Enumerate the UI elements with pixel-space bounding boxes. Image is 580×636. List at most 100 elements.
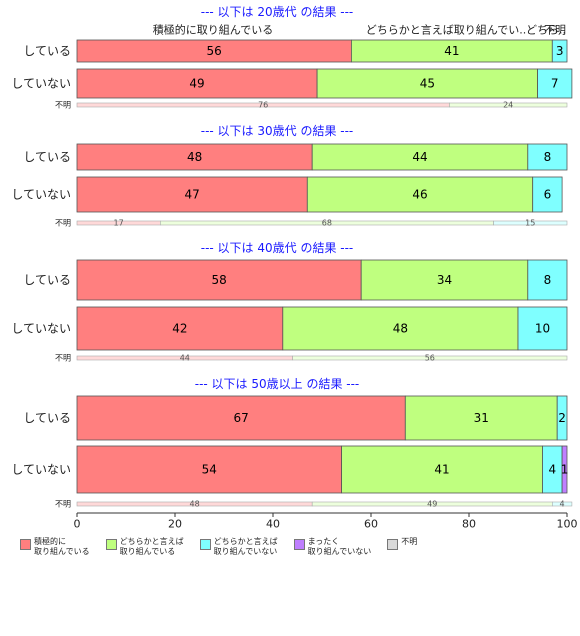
data-label: 54 xyxy=(202,463,217,477)
data-label: 48 xyxy=(187,150,202,164)
data-label: 41 xyxy=(444,44,459,58)
data-label: 10 xyxy=(535,322,550,336)
bar-segment xyxy=(537,68,573,99)
data-label: 56 xyxy=(207,44,222,58)
data-label: 34 xyxy=(437,273,452,287)
group-title: --- 以下は 30歳代 の結果 --- xyxy=(201,124,354,138)
column-header-label: どちらかと言えば取り組んでい.. xyxy=(366,24,526,37)
x-tick-label: 0 xyxy=(74,518,81,531)
row-label: している xyxy=(23,150,71,164)
bar-segment xyxy=(306,176,534,213)
unknown-bar-segment xyxy=(449,102,568,108)
unknown-data-label: 15 xyxy=(525,219,535,228)
bar-segment xyxy=(556,395,568,441)
group-title: --- 以下は 50歳以上 の結果 --- xyxy=(195,377,360,391)
data-label: 7 xyxy=(551,77,559,91)
unknown-row-label: 不明 xyxy=(55,354,71,363)
x-tick-label: 40 xyxy=(266,518,280,531)
row-label: している xyxy=(23,411,71,425)
data-label: 46 xyxy=(412,188,427,202)
bar-segment xyxy=(76,68,318,99)
unknown-data-label: 68 xyxy=(322,219,332,228)
unknown-data-label: 76 xyxy=(258,101,268,110)
chart-legend: 積極的に 取り組んでいる どちらかと言えば 取り組んでいる どちらかと言えば 取り組… xyxy=(20,537,417,557)
unknown-bar-segment xyxy=(551,501,573,507)
bar-segment xyxy=(76,445,343,494)
data-label: 31 xyxy=(474,411,489,425)
row-label: していない xyxy=(11,188,71,202)
data-label: 8 xyxy=(544,273,552,287)
legend-item: 不明 xyxy=(387,537,417,557)
column-header-label: 積極的に取り組んでいる xyxy=(153,23,273,37)
legend-swatch xyxy=(199,539,211,550)
data-label: 1 xyxy=(561,463,569,477)
data-label: 4 xyxy=(548,463,556,477)
data-label: 6 xyxy=(544,188,552,202)
legend-item: まったく 取り組んでいない xyxy=(293,537,372,557)
bar-segment xyxy=(527,259,568,301)
data-label: 42 xyxy=(172,322,187,336)
legend-label: まったく 取り組んでいない xyxy=(307,537,372,556)
legend-item: どちらかと言えば 取り組んでいない xyxy=(199,537,278,557)
data-label: 47 xyxy=(185,188,200,202)
bar-segment xyxy=(282,306,519,351)
x-tick-label: 60 xyxy=(364,518,378,531)
legend-swatch xyxy=(293,539,305,550)
data-label: 41 xyxy=(434,463,449,477)
x-tick-label: 20 xyxy=(168,518,182,531)
bar-segment xyxy=(517,306,568,351)
unknown-row-label: 不明 xyxy=(55,219,71,228)
bar-segment xyxy=(76,176,308,213)
group-title: --- 以下は 20歳代 の結果 --- xyxy=(201,5,354,19)
data-label: 44 xyxy=(412,150,427,164)
column-header-label: 不明 xyxy=(544,24,566,37)
legend-item: 積極的に 取り組んでいる xyxy=(20,537,90,557)
unknown-data-label: 56 xyxy=(425,354,435,363)
unknown-data-label: 17 xyxy=(114,219,124,228)
bar-segment xyxy=(561,445,568,494)
unknown-data-label: 48 xyxy=(190,500,200,509)
unknown-bar-segment xyxy=(292,355,568,361)
data-label: 8 xyxy=(544,150,552,164)
unknown-data-label: 4 xyxy=(560,500,565,509)
legend-label: 積極的に 取り組んでいる xyxy=(34,537,90,556)
row-label: している xyxy=(23,273,71,287)
legend-swatch xyxy=(20,539,31,550)
data-label: 58 xyxy=(211,273,226,287)
bar-segment xyxy=(341,445,543,494)
unknown-data-label: 24 xyxy=(503,101,513,110)
bar-segment xyxy=(551,39,568,63)
bar-segment xyxy=(76,143,313,171)
bar-segment xyxy=(311,143,529,171)
row-label: していない xyxy=(11,322,71,336)
bar-segment xyxy=(316,68,539,99)
legend-swatch xyxy=(387,539,399,550)
unknown-row-label: 不明 xyxy=(55,500,71,509)
x-tick-label: 100 xyxy=(557,518,578,531)
row-label: している xyxy=(23,44,71,58)
unknown-bar-segment xyxy=(493,220,568,226)
data-label: 48 xyxy=(393,322,408,336)
row-label: していない xyxy=(11,463,71,477)
data-label: 2 xyxy=(558,411,566,425)
bar-segment xyxy=(76,306,284,351)
bar-segment xyxy=(76,259,362,301)
unknown-data-label: 44 xyxy=(180,354,190,363)
legend-label: どちらかと言えば 取り組んでいる xyxy=(119,537,184,556)
group-title: --- 以下は 40歳代 の結果 --- xyxy=(201,241,354,255)
data-label: 49 xyxy=(189,77,204,91)
unknown-row-label: 不明 xyxy=(55,101,71,110)
legend-label: 不明 xyxy=(401,537,418,546)
data-label: 67 xyxy=(234,411,249,425)
legend-swatch xyxy=(105,539,117,550)
data-label: 3 xyxy=(556,44,564,58)
x-tick-label: 80 xyxy=(462,518,476,531)
bar-segment xyxy=(360,259,529,301)
row-label: していない xyxy=(11,77,71,91)
bar-segment xyxy=(527,143,568,171)
legend-label: どちらかと言えば 取り組んでいない xyxy=(213,537,278,556)
unknown-data-label: 49 xyxy=(427,500,437,509)
data-label: 45 xyxy=(420,77,435,91)
legend-item: どちらかと言えば 取り組んでいる xyxy=(105,537,184,557)
